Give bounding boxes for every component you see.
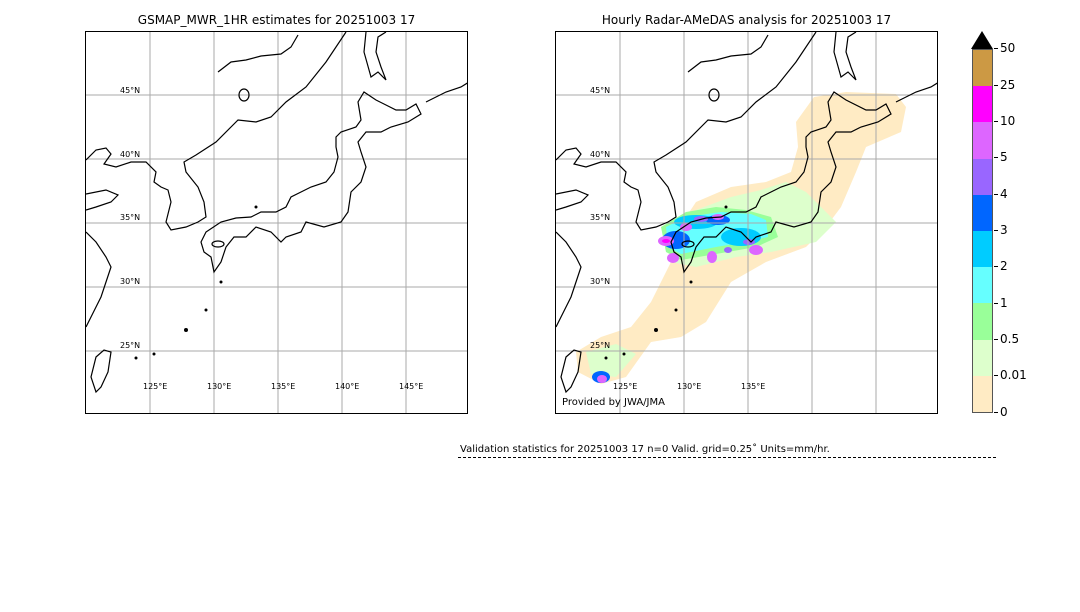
lon-label-125e: 125°E (143, 382, 168, 391)
colorbar-segment-25-50 (973, 50, 992, 87)
validation-divider (458, 457, 996, 458)
colorbar-tick-0: 0 (994, 405, 1008, 419)
colorbar-tick-4: 4 (994, 187, 1008, 201)
colorbar-tick-25: 25 (994, 78, 1015, 92)
colorbar-segment-1-2 (973, 267, 992, 304)
lat-label-30n: 30°N (120, 277, 141, 286)
lat-label-45n: 45°N (590, 86, 611, 95)
colorbar-segment-0.5-1 (973, 303, 992, 340)
lat-label-35n: 35°N (590, 213, 611, 222)
colorbar-tick-3: 3 (994, 223, 1008, 237)
coastline-map (86, 32, 467, 413)
right-map-title: Hourly Radar-AMeDAS analysis for 2025100… (601, 13, 892, 27)
lat-label-30n: 30°N (590, 277, 611, 286)
lon-label-140e: 140°E (335, 382, 360, 391)
lat-label-25n: 25°N (120, 341, 141, 350)
lat-label-25n: 25°N (590, 341, 611, 350)
colorbar-segment-0.01-0.5 (973, 339, 992, 376)
lat-label-40n: 40°N (120, 150, 141, 159)
colorbar-segment-10-25 (973, 86, 992, 123)
colorbar-tick-50: 50 (994, 41, 1015, 55)
lat-label-40n: 40°N (590, 150, 611, 159)
colorbar-extend-arrow (971, 31, 993, 49)
colorbar-tick-1: 1 (994, 296, 1008, 310)
lon-label-135e: 135°E (741, 382, 766, 391)
colorbar-segment-5-10 (973, 122, 992, 159)
lon-label-125e: 125°E (613, 382, 638, 391)
lat-label-35n: 35°N (120, 213, 141, 222)
left-map-title: GSMAP_MWR_1HR estimates for 20251003 17 (137, 13, 416, 27)
lon-label-130e: 130°E (677, 382, 702, 391)
colorbar-tick-5: 5 (994, 150, 1008, 164)
colorbar-tick-10: 10 (994, 114, 1015, 128)
colorbar-tick-2: 2 (994, 259, 1008, 273)
lon-label-145e: 145°E (399, 382, 424, 391)
colorbar-tick-0.5: 0.5 (994, 332, 1019, 346)
credit-text: Provided by JWA/JMA (562, 397, 665, 408)
lon-label-130e: 130°E (207, 382, 232, 391)
lon-label-135e: 135°E (271, 382, 296, 391)
colorbar-segment-0-0.01 (973, 375, 992, 412)
radar-amedas-map: 45°N 40°N 35°N 30°N 25°N 125°E 130°E 135… (555, 31, 938, 414)
colorbar-tick-0.01: 0.01 (994, 368, 1027, 382)
gsmap-map: 45°N 40°N 35°N 30°N 25°N 125°E 130°E 135… (85, 31, 468, 414)
colorbar-segment-3-4 (973, 194, 992, 231)
colorbar-segment-2-3 (973, 230, 992, 268)
colorbar-segment-4-5 (973, 158, 992, 195)
validation-statistics-text: Validation statistics for 20251003 17 n=… (460, 444, 830, 455)
colorbar (972, 49, 993, 413)
precipitation-map (556, 32, 937, 413)
lat-label-45n: 45°N (120, 86, 141, 95)
